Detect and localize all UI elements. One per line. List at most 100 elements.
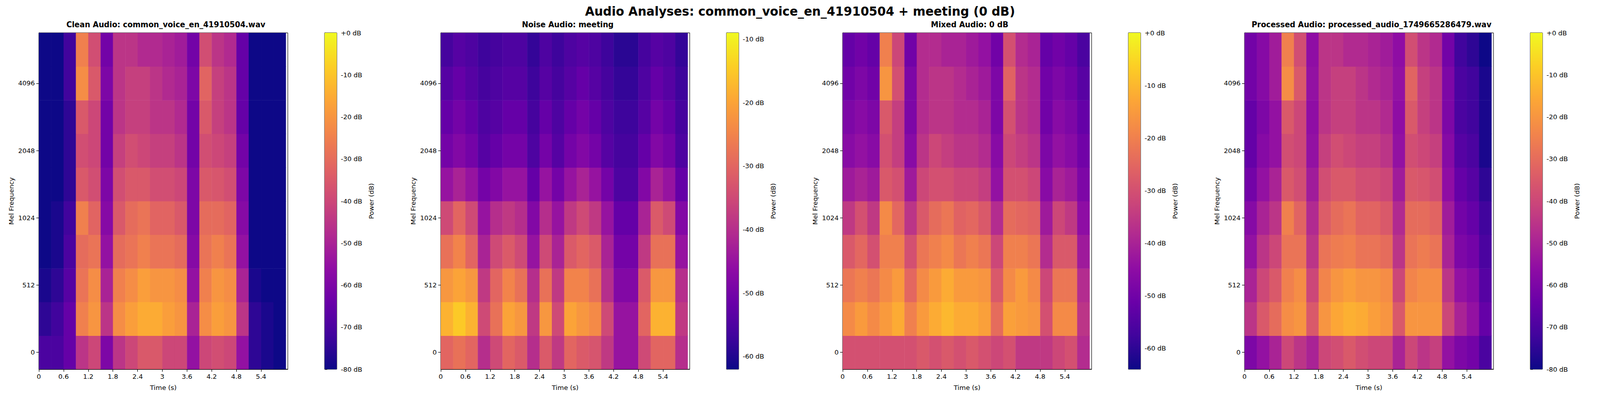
svg-text:0: 0 [1242,372,1247,381]
svg-text:-60 dB: -60 dB [1144,344,1167,352]
svg-text:1.2: 1.2 [886,372,898,381]
svg-text:Processed Audio: processed_aud: Processed Audio: processed_audio_1749665… [1251,20,1492,30]
svg-text:2.4: 2.4 [936,372,947,381]
svg-text:Time (s): Time (s) [953,383,981,392]
svg-text:1.2: 1.2 [82,372,94,381]
svg-text:4.2: 4.2 [1412,372,1423,381]
svg-text:1.2: 1.2 [1288,372,1300,381]
svg-text:-10 dB: -10 dB [1144,81,1167,90]
svg-text:3: 3 [160,372,165,381]
svg-text:3: 3 [561,372,566,381]
svg-text:0.6: 0.6 [862,372,873,381]
svg-text:4096: 4096 [18,79,35,87]
svg-text:Mel Frequency: Mel Frequency [1213,177,1221,225]
svg-text:-40 dB: -40 dB [1546,197,1569,205]
svg-text:0: 0 [30,348,35,356]
svg-text:-80 dB: -80 dB [1546,365,1569,374]
svg-text:-60 dB: -60 dB [1546,281,1569,289]
svg-text:1024: 1024 [18,214,35,222]
svg-text:4.2: 4.2 [608,372,619,381]
svg-text:-30 dB: -30 dB [1144,186,1167,195]
svg-text:-50 dB: -50 dB [1144,291,1167,300]
svg-text:0.6: 0.6 [58,372,70,381]
svg-text:-10 dB: -10 dB [1546,71,1569,79]
svg-text:-20 dB: -20 dB [340,113,363,121]
svg-text:-80 dB: -80 dB [340,365,363,374]
svg-text:512: 512 [826,281,839,289]
svg-text:-30 dB: -30 dB [742,162,765,170]
svg-text:3: 3 [1365,372,1370,381]
svg-text:-40 dB: -40 dB [742,225,765,234]
svg-text:1024: 1024 [420,214,437,222]
svg-text:2.4: 2.4 [534,372,545,381]
svg-text:2048: 2048 [420,146,437,155]
svg-text:Power (dB): Power (dB) [769,183,778,220]
svg-text:1.2: 1.2 [484,372,496,381]
svg-text:-70 dB: -70 dB [340,323,363,331]
svg-text:Mel Frequency: Mel Frequency [811,177,819,225]
svg-text:5.4: 5.4 [255,372,267,381]
svg-text:0: 0 [432,348,437,356]
svg-text:1024: 1024 [821,214,839,222]
svg-text:4.2: 4.2 [1010,372,1021,381]
svg-text:5.4: 5.4 [657,372,669,381]
svg-text:4096: 4096 [1223,79,1241,87]
svg-text:-30 dB: -30 dB [340,155,363,163]
svg-text:5.4: 5.4 [1059,372,1071,381]
svg-text:1.8: 1.8 [107,372,119,381]
svg-text:5.4: 5.4 [1461,372,1473,381]
svg-text:Time (s): Time (s) [149,383,177,392]
svg-text:1024: 1024 [1223,214,1241,222]
svg-text:0: 0 [834,348,839,356]
svg-text:-50 dB: -50 dB [340,239,363,247]
svg-text:4.8: 4.8 [231,372,242,381]
svg-text:3.6: 3.6 [985,372,997,381]
svg-text:-10 dB: -10 dB [340,71,363,79]
svg-text:2.4: 2.4 [1337,372,1349,381]
svg-text:Noise Audio: meeting: Noise Audio: meeting [522,20,614,30]
svg-text:Mixed Audio: 0 dB: Mixed Audio: 0 dB [931,20,1009,30]
svg-text:0.6: 0.6 [1264,372,1275,381]
svg-text:Time (s): Time (s) [1355,383,1383,392]
svg-text:Power (dB): Power (dB) [367,183,376,220]
svg-text:Audio Analyses: common_voice_e: Audio Analyses: common_voice_en_41910504… [585,4,1016,19]
svg-text:3.6: 3.6 [583,372,595,381]
svg-text:3: 3 [963,372,968,381]
svg-text:4.8: 4.8 [1035,372,1046,381]
svg-text:512: 512 [424,281,437,289]
svg-text:-40 dB: -40 dB [1144,239,1167,247]
svg-text:3.6: 3.6 [1387,372,1399,381]
svg-text:-20 dB: -20 dB [1546,113,1569,121]
svg-text:-70 dB: -70 dB [1546,323,1569,331]
svg-text:4.2: 4.2 [206,372,218,381]
svg-text:4096: 4096 [821,79,839,87]
svg-text:4096: 4096 [420,79,437,87]
svg-text:-30 dB: -30 dB [1546,155,1569,163]
svg-text:-50 dB: -50 dB [742,289,765,297]
svg-text:0: 0 [840,372,845,381]
svg-text:Mel Frequency: Mel Frequency [7,177,16,225]
svg-text:0.6: 0.6 [460,372,472,381]
svg-text:2.4: 2.4 [132,372,143,381]
svg-text:Clean Audio: common_voice_en_4: Clean Audio: common_voice_en_41910504.wa… [66,20,266,30]
svg-text:4.8: 4.8 [1436,372,1448,381]
svg-text:512: 512 [22,281,35,289]
svg-text:Power (dB): Power (dB) [1171,183,1179,220]
svg-text:+0 dB: +0 dB [1144,29,1165,37]
svg-text:3.6: 3.6 [181,372,193,381]
svg-text:2048: 2048 [18,146,35,155]
svg-text:-20 dB: -20 dB [742,98,765,107]
svg-text:-10 dB: -10 dB [742,35,765,43]
svg-text:Power (dB): Power (dB) [1573,183,1581,220]
svg-text:0: 0 [438,372,443,381]
svg-text:2048: 2048 [821,146,839,155]
svg-text:-50 dB: -50 dB [1546,239,1569,247]
svg-text:512: 512 [1227,281,1241,289]
svg-text:-40 dB: -40 dB [340,197,363,205]
svg-text:1.8: 1.8 [911,372,922,381]
svg-text:-60 dB: -60 dB [742,352,765,360]
svg-text:-60 dB: -60 dB [340,281,363,289]
svg-text:0: 0 [36,372,41,381]
svg-text:4.8: 4.8 [633,372,644,381]
svg-text:1.8: 1.8 [1313,372,1324,381]
